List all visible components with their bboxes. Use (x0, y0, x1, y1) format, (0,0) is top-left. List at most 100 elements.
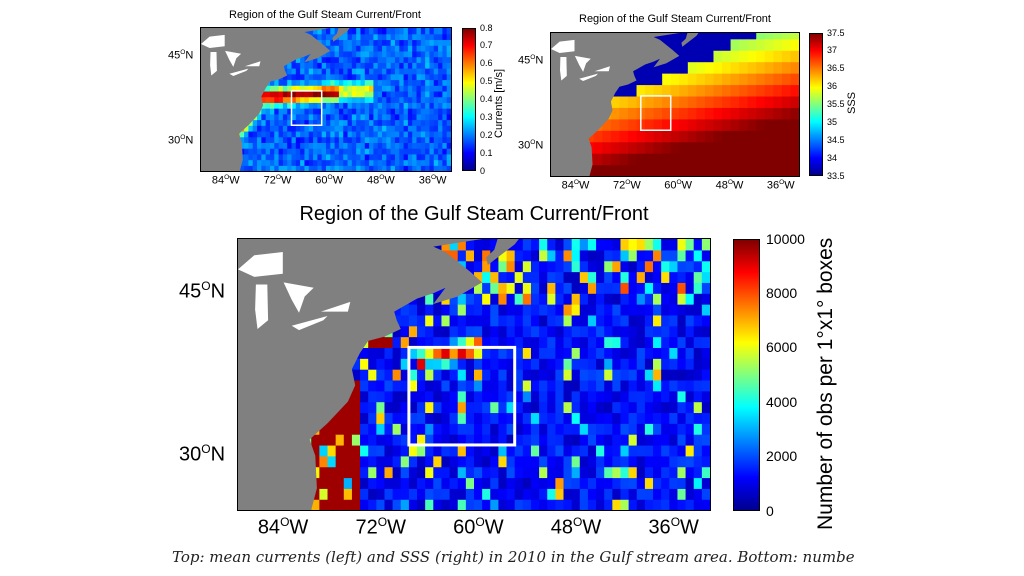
obs-heatmap-cell (457, 347, 467, 359)
obs-heatmap-cell (547, 412, 556, 424)
obs-heatmap-cell (701, 423, 710, 435)
currents-heatmap-cell (407, 68, 413, 75)
obs-heatmap-cell (571, 401, 581, 414)
sss-heatmap-cell (730, 164, 740, 176)
obs-heatmap-cell (408, 347, 418, 359)
currents-heatmap-cell (369, 125, 375, 132)
obs-heatmap-cell (571, 412, 581, 424)
obs-heatmap-cell (587, 249, 597, 262)
sss-heatmap-cell (653, 141, 663, 154)
currents-heatmap-cell (438, 50, 443, 58)
currents-heatmap-cell (252, 125, 258, 132)
sss-heatmap-cell (756, 153, 766, 166)
obs-heatmap-cell (669, 379, 679, 392)
currents-heatmap-cell (356, 73, 362, 81)
currents-heatmap-cell (287, 113, 293, 121)
currents-heatmap-cell (446, 96, 451, 103)
obs-heatmap-cell (636, 260, 646, 273)
obs-heatmap-cell (474, 444, 483, 457)
currents-newfoundland (332, 28, 350, 42)
currents-heatmap-cell (308, 125, 314, 132)
obs-heatmap-cell (392, 369, 402, 381)
obs-heatmap-cell (376, 401, 386, 414)
currents-heatmap-cell (429, 45, 435, 52)
obs-heatmap-cell (351, 423, 361, 435)
currents-heatmap-cell (433, 73, 439, 81)
obs-heatmap-cell (669, 369, 679, 381)
currents-heatmap-cell (394, 96, 400, 103)
currents-heatmap-cell (282, 119, 288, 126)
obs-x-tick-label: 72OW (355, 515, 406, 539)
currents-heatmap-cell (425, 102, 431, 109)
sss-heatmap-cell (619, 141, 629, 154)
currents-heatmap-cell (338, 45, 344, 52)
currents-heatmap-cell (438, 39, 443, 46)
currents-heatmap-cell (369, 148, 375, 155)
currents-heatmap-cell (429, 136, 435, 143)
obs-heatmap-cell (636, 477, 646, 489)
obs-heatmap-cell (343, 434, 353, 446)
obs-heatmap-cell (677, 488, 687, 500)
obs-heatmap-cell (653, 379, 662, 392)
currents-heatmap-cell (313, 165, 318, 171)
currents-heatmap-cell (338, 148, 344, 155)
obs-heatmap-cell (368, 455, 377, 468)
obs-heatmap-cell (408, 358, 418, 370)
currents-heatmap-cell (412, 90, 418, 98)
obs-heatmap-cell (408, 369, 418, 381)
currents-heatmap-cell (278, 79, 284, 86)
sss-heatmap-cell (764, 107, 774, 120)
currents-heatmap-cell (442, 62, 448, 69)
currents-heatmap-cell (326, 39, 331, 46)
obs-heatmap-cell (530, 444, 540, 457)
currents-heatmap-cell (338, 90, 344, 98)
currents-heatmap-cell (295, 159, 301, 166)
obs-heatmap-cell (506, 499, 516, 510)
obs-heatmap-cell (498, 390, 508, 403)
obs-heatmap-cell (669, 477, 679, 489)
obs-heatmap-cell (449, 325, 459, 338)
sss-heatmap-cell (773, 164, 783, 176)
obs-heatmap-cell (669, 390, 679, 403)
obs-heatmap-cell (604, 455, 613, 468)
currents-heatmap-cell (407, 102, 413, 109)
obs-heatmap-cell (596, 488, 605, 500)
currents-heatmap-cell (420, 39, 426, 46)
obs-heatmap-cell (596, 325, 605, 338)
currents-heatmap-cell (425, 85, 431, 92)
currents-heatmap-cell (356, 68, 362, 75)
obs-heatmap-cell (482, 369, 491, 381)
obs-heatmap-cell (539, 239, 548, 251)
obs-heatmap-cell (376, 379, 386, 392)
currents-heatmap-cell (364, 153, 370, 161)
currents-heatmap-cell (433, 33, 439, 41)
obs-heatmap-cell (669, 293, 679, 305)
currents-heatmap-cell (377, 96, 383, 103)
obs-heatmap-cell (425, 466, 434, 479)
currents-heatmap-cell (291, 108, 297, 115)
currents-heatmap-cell (416, 165, 422, 171)
currents-heatmap-cell (334, 56, 340, 63)
obs-heatmap-cell (612, 282, 622, 294)
obs-heatmap-cell (644, 499, 654, 510)
currents-heatmap-cell (321, 90, 327, 98)
currents-heatmap-cell (399, 96, 405, 103)
obs-heatmap-cell (392, 347, 402, 359)
obs-heatmap-cell (522, 314, 532, 327)
currents-colorbar-tick: 0.5 (480, 76, 493, 87)
obs-colorbar (733, 239, 760, 511)
sss-heatmap-cell (670, 33, 680, 40)
currents-heatmap-cell (351, 62, 357, 69)
obs-heatmap-cell (514, 304, 524, 316)
currents-heatmap-cell (330, 68, 336, 75)
obs-heatmap-cell (392, 390, 402, 403)
currents-heatmap-cell (360, 90, 366, 98)
currents-heatmap-cell (382, 142, 387, 149)
sss-heatmap-cell (722, 38, 732, 51)
sss-heatmap-cell (739, 95, 749, 108)
obs-heatmap-cell (522, 401, 532, 414)
obs-heatmap-cell (579, 477, 589, 489)
currents-heatmap-cell (407, 148, 413, 155)
currents-heatmap-cell (442, 28, 448, 35)
currents-heatmap-cell (274, 142, 280, 149)
